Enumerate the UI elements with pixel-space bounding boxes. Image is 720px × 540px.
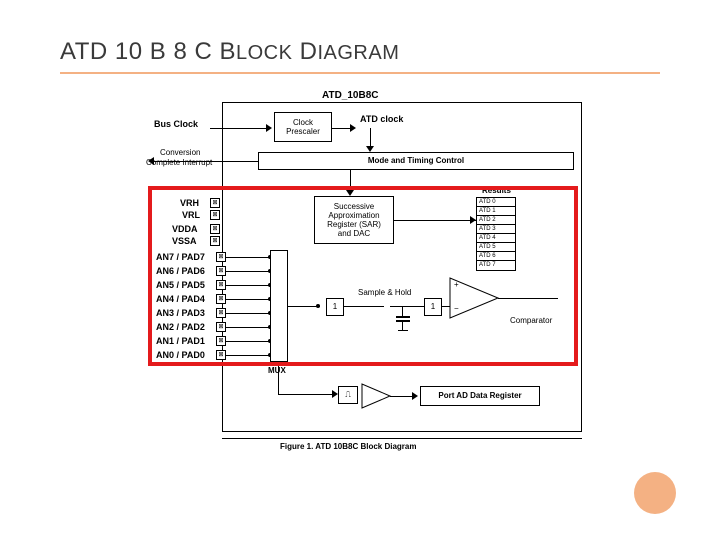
clock-prescaler-box: ClockPrescaler — [274, 112, 332, 142]
slide-title-wrap: ATD 10 B 8 C BLOCK DIAGRAM — [60, 38, 660, 74]
wire — [154, 161, 258, 162]
title-part: IAGRAM — [317, 42, 399, 64]
slide-title: ATD 10 B 8 C BLOCK DIAGRAM — [60, 38, 660, 66]
conv-int-l2: Complete Interrupt — [146, 158, 212, 167]
arrow-icon — [148, 157, 154, 165]
decorative-circle-icon — [634, 472, 676, 514]
arrow-icon — [412, 392, 418, 400]
mux-label: MUX — [268, 366, 286, 375]
title-rule — [60, 72, 660, 74]
title-part: ATD 10 — [60, 38, 143, 65]
wire — [332, 128, 352, 129]
arrow-icon — [350, 124, 356, 132]
clock-prescaler-text: ClockPrescaler — [286, 118, 320, 136]
block-diagram: ATD_10B8C Bus Clock ClockPrescaler ATD c… — [110, 90, 590, 470]
port-ad-box: Port AD Data Register — [420, 386, 540, 406]
atd-clock-label: ATD clock — [360, 114, 403, 124]
port-ad-text: Port AD Data Register — [438, 391, 521, 400]
module-name: ATD_10B8C — [320, 90, 381, 101]
title-part: D — [292, 38, 317, 65]
schmitt-box: ⎍ — [338, 386, 358, 404]
arrow-icon — [266, 124, 272, 132]
wire — [278, 362, 279, 394]
conv-int-l1: Conversion — [160, 148, 200, 157]
title-part: B 8 — [143, 38, 188, 65]
caption-rule — [222, 438, 582, 439]
bus-clock-label: Bus Clock — [154, 119, 198, 129]
mode-timing-text: Mode and Timing Control — [368, 156, 464, 165]
figure-caption: Figure 1. ATD 10B8C Block Diagram — [280, 442, 416, 451]
mode-timing-box: Mode and Timing Control — [258, 152, 574, 170]
title-part: C B — [187, 38, 236, 65]
wire — [278, 394, 336, 395]
wire — [210, 128, 270, 129]
title-part: LOCK — [236, 42, 292, 64]
highlight-region — [148, 186, 578, 366]
